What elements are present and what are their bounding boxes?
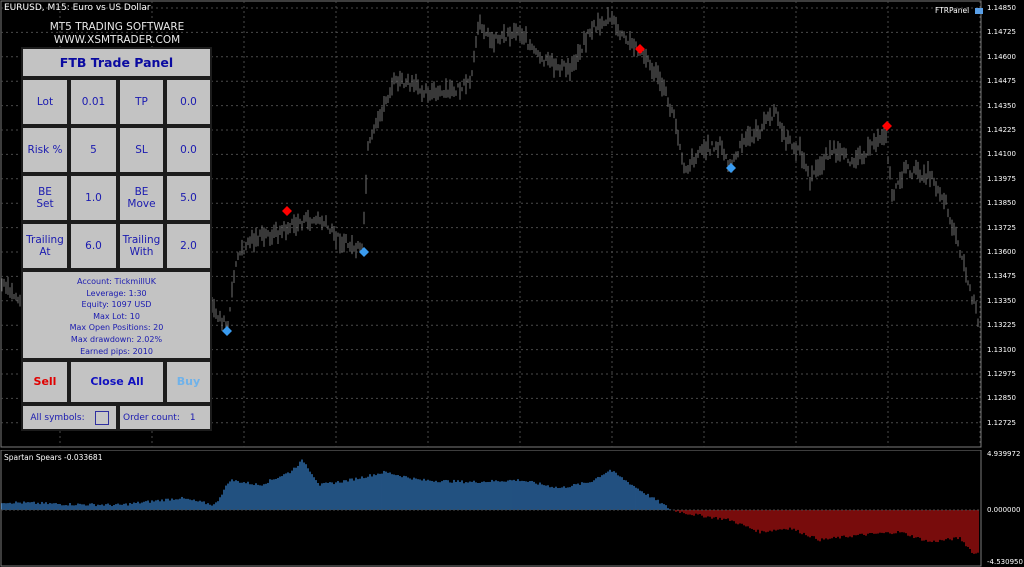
be-move-value[interactable]: 5.0 xyxy=(165,174,212,222)
risk-value[interactable]: 5 xyxy=(69,126,118,174)
sell-marker xyxy=(635,44,645,54)
tp-value[interactable]: 0.0 xyxy=(165,78,212,126)
be-set-label: BE Set xyxy=(21,174,69,222)
account-info: Account: TickmillUK Leverage: 1:30 Equit… xyxy=(21,270,212,360)
order-count-row: Order count: 1 xyxy=(118,404,212,431)
sell-button[interactable]: Sell xyxy=(21,360,69,404)
trade-panel: FTB Trade Panel Lot 0.01 TP 0.0 Risk % 5… xyxy=(21,47,212,431)
trailing-with-value[interactable]: 2.0 xyxy=(165,222,212,270)
max-open-positions: Max Open Positions: 20 xyxy=(69,323,164,333)
logo-line-1: MT5 TRADING SOFTWARE xyxy=(49,21,185,33)
buy-button[interactable]: Buy xyxy=(165,360,212,404)
price-tick-label: 1.14350 xyxy=(987,101,1016,110)
close-all-button[interactable]: Close All xyxy=(69,360,165,404)
risk-label: Risk % xyxy=(21,126,69,174)
leverage: Leverage: 1:30 xyxy=(86,288,147,298)
cap-icon xyxy=(974,8,983,14)
chart-title: EURUSD, M15: Euro vs US Dollar xyxy=(4,3,151,13)
order-count-value: 1 xyxy=(189,412,196,423)
buy-marker xyxy=(359,247,369,257)
account-name: Account: TickmillUK xyxy=(77,277,156,286)
indicator-subwindow[interactable]: Spartan Spears -0.033681 4.939972 0.0000… xyxy=(0,450,1024,567)
price-tick-label: 1.14850 xyxy=(987,4,1016,12)
max-lot: Max Lot: 10 xyxy=(93,311,140,321)
sl-label: SL xyxy=(118,126,165,174)
lot-label: Lot xyxy=(21,78,69,126)
price-tick-label: 1.13850 xyxy=(987,199,1016,208)
trade-markers xyxy=(222,44,892,336)
price-tick-label: 1.13100 xyxy=(987,345,1016,354)
be-move-label: BE Move xyxy=(118,174,165,222)
sell-marker xyxy=(282,206,292,216)
histogram-bars xyxy=(1,459,979,554)
buy-marker xyxy=(726,163,736,173)
all-symbols-checkbox[interactable] xyxy=(94,410,109,425)
equity: Equity: 1097 USD xyxy=(81,300,152,310)
subwindow-max-label: 4.939972 xyxy=(987,450,1020,458)
price-tick-label: 1.14475 xyxy=(987,77,1016,86)
price-tick-label: 1.14100 xyxy=(987,150,1016,159)
price-tick-label: 1.14225 xyxy=(987,126,1016,134)
all-symbols-row: All symbols: xyxy=(21,404,118,431)
all-symbols-label: All symbols: xyxy=(30,412,85,423)
panel-title: FTB Trade Panel xyxy=(21,47,212,78)
subwindow-title: Spartan Spears -0.033681 xyxy=(4,453,103,462)
buy-marker xyxy=(222,326,232,336)
price-tick-label: 1.12850 xyxy=(987,394,1016,403)
max-drawdown: Max drawdown: 2.02% xyxy=(70,334,163,344)
price-tick-label: 1.14600 xyxy=(987,52,1016,61)
trailing-at-value[interactable]: 6.0 xyxy=(69,222,118,270)
subwindow-zero-label: 0.000000 xyxy=(987,506,1020,514)
price-tick-label: 1.13475 xyxy=(987,272,1016,281)
subwindow-min-label: -4.530950 xyxy=(987,558,1023,566)
trailing-at-label: Trailing At xyxy=(21,222,69,270)
price-tick-label: 1.12975 xyxy=(987,370,1016,378)
price-tick-label: 1.13350 xyxy=(987,296,1016,305)
lot-value[interactable]: 0.01 xyxy=(69,78,118,126)
indicator-label: FTRPanel xyxy=(935,6,983,15)
sl-value[interactable]: 0.0 xyxy=(165,126,212,174)
tp-label: TP xyxy=(118,78,165,126)
be-set-value[interactable]: 1.0 xyxy=(69,174,118,222)
sell-marker xyxy=(882,121,892,131)
price-tick-label: 1.12725 xyxy=(987,418,1016,427)
logo-line-2: WWW.XSMTRADER.COM xyxy=(53,34,181,46)
chart-grid xyxy=(1,1,981,447)
price-tick-label: 1.14725 xyxy=(987,28,1016,37)
price-tick-label: 1.13600 xyxy=(987,248,1016,256)
trailing-with-label: Trailing With xyxy=(118,222,165,270)
order-count-label: Order count: xyxy=(123,412,180,423)
price-tick-label: 1.13225 xyxy=(987,321,1016,330)
price-tick-label: 1.13975 xyxy=(987,174,1016,183)
price-tick-label: 1.13725 xyxy=(987,223,1016,232)
earned-pips: Earned pips: 2010 xyxy=(80,346,153,356)
